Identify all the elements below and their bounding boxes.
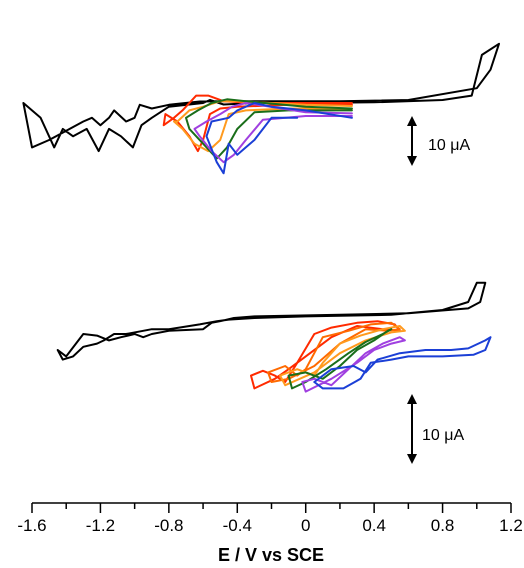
trace-top-purple-4: [193, 102, 353, 164]
panel-bottom: [56, 281, 492, 393]
traces-layer: [22, 42, 500, 393]
scale-bar-bottom-label: 10 μA: [422, 427, 464, 444]
x-tick-label: -1.2: [86, 516, 115, 535]
x-tick-label: -0.8: [154, 516, 183, 535]
x-tick-label: 0: [301, 516, 310, 535]
scale-bar-top: 10 μA: [407, 116, 470, 166]
trace-bottom-black-0: [56, 281, 487, 361]
x-tick-label: 0.8: [431, 516, 455, 535]
scale-bar-bottom-arrow-down: [407, 454, 417, 464]
x-tick-label: -0.4: [223, 516, 252, 535]
trace-top-black-0: [22, 42, 500, 153]
trace-bottom-red-1: [250, 320, 401, 390]
trace-top-green-3: [185, 98, 353, 160]
x-axis-label: E / V vs SCE: [218, 545, 324, 565]
panel-top: [22, 42, 500, 175]
trace-bottom-green-4: [287, 328, 393, 390]
scale-bar-bottom: 10 μA: [407, 394, 464, 464]
trace-bottom-blue-6: [313, 336, 492, 390]
scale-bar-top-arrow-up: [407, 116, 417, 126]
scale-bar-top-label: 10 μA: [428, 137, 470, 154]
trace-bottom-orange-3: [279, 325, 406, 387]
trace-top-red-1: [162, 94, 353, 153]
x-tick-label: 0.4: [362, 516, 386, 535]
x-tick-label: 1.2: [499, 516, 523, 535]
scale-bar-top-arrow-down: [407, 156, 417, 166]
trace-top-blue-5: [205, 102, 353, 175]
x-axis: -1.6 -1.2 -0.8 -0.4 0 0.4 0.8 1.2: [17, 502, 523, 535]
scale-bar-bottom-arrow-up: [407, 394, 417, 404]
trace-top-orange-2: [173, 100, 353, 153]
x-tick-label: -1.6: [17, 516, 46, 535]
